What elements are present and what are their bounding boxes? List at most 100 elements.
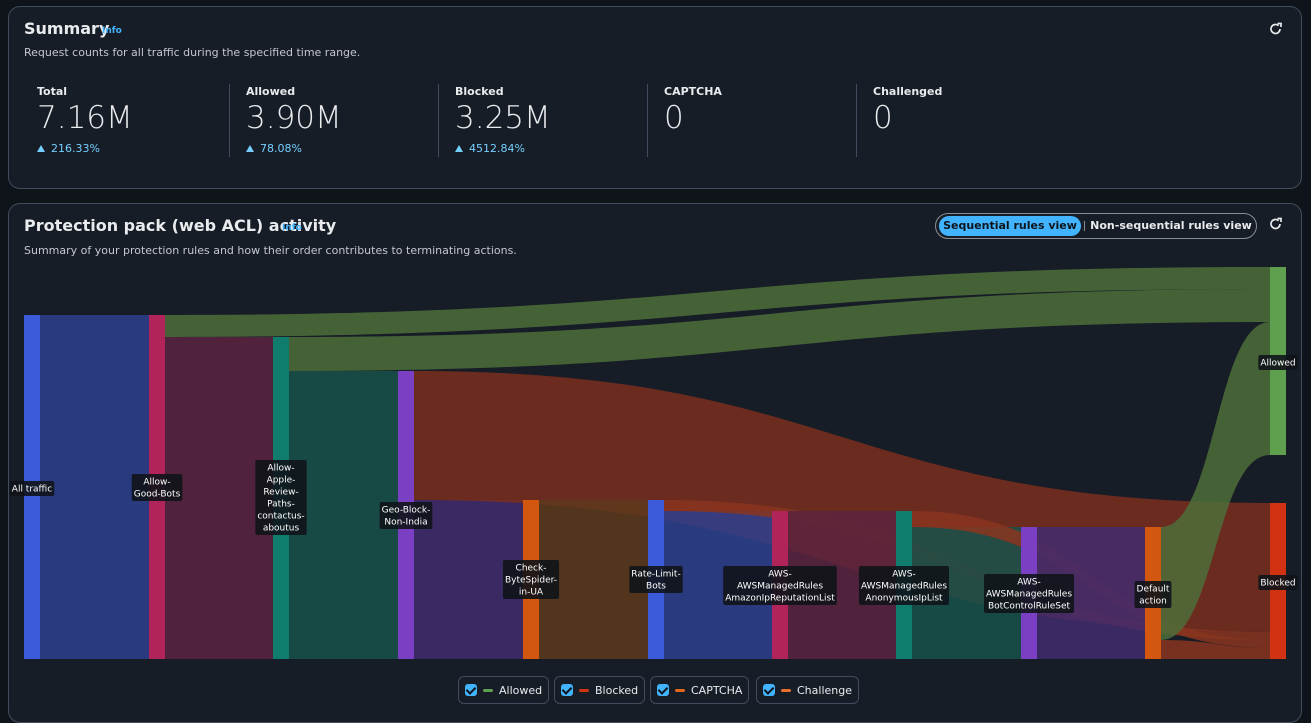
label-background — [255, 460, 307, 535]
node-label-line: AWS- — [892, 570, 916, 580]
sankey-flow — [40, 315, 149, 659]
view-button[interactable]: Non-sequential rules view — [1090, 219, 1252, 232]
view-button[interactable]: Sequential rules view — [939, 216, 1081, 236]
sankey-flow — [1161, 640, 1270, 659]
label-background — [858, 566, 950, 605]
legend-label: CAPTCHA — [691, 683, 743, 697]
legend-checkbox[interactable] — [465, 684, 477, 696]
node-label-line: Non-India — [384, 518, 427, 528]
refresh-button[interactable] — [1268, 216, 1284, 232]
sankey-flow — [664, 511, 772, 659]
info-link[interactable]: Info — [282, 223, 302, 233]
metric-divider — [856, 84, 857, 157]
sankey-flow — [912, 527, 1021, 659]
node-label: Geo-Block- Non-India — [379, 502, 433, 529]
node-label-line: Allow- — [267, 464, 294, 474]
metric-value: 3.90M — [246, 100, 342, 136]
legend-label: Challenge — [797, 683, 852, 697]
node-label: AWS- AWSManagedRules AmazonIpReputationLis… — [723, 566, 837, 605]
metric-divider — [229, 84, 230, 157]
metric-value: 0 — [873, 100, 893, 136]
node-label-line: AWS- — [768, 570, 792, 580]
node-label-line: ByteSpider- — [505, 576, 557, 586]
node-label-line: AWSManagedRules — [986, 590, 1072, 600]
node-label: Allow- Good-Bots — [131, 474, 183, 501]
label-background — [1258, 575, 1298, 590]
label-background — [983, 574, 1075, 613]
node-label: Rate-Limit- Bots — [629, 566, 683, 593]
metric-label: Blocked — [455, 85, 504, 98]
summary-panel: Summary Info Request counts for all traf… — [8, 6, 1302, 189]
node-label-line: action — [1139, 597, 1167, 607]
legend-item[interactable]: Challenge — [756, 676, 859, 704]
label-background — [723, 566, 837, 605]
metric-value: 7.16M — [37, 100, 133, 136]
node-label-line: All traffic — [12, 485, 52, 495]
node-label-line: Good-Bots — [134, 490, 181, 500]
legend-swatch — [781, 688, 791, 692]
sankey-flow — [289, 371, 398, 659]
metric-change: 216.33% — [37, 142, 100, 155]
node-label-line: AWSManagedRules — [737, 582, 823, 592]
legend-checkbox[interactable] — [657, 684, 669, 696]
node-label: Allowed — [1258, 355, 1298, 370]
node-label-line: Geo-Block- — [382, 506, 431, 516]
activity-title: Protection pack (web ACL) activity — [24, 216, 337, 235]
sankey-flow — [414, 500, 523, 659]
info-link[interactable]: Info — [102, 26, 122, 36]
node-label-line: Allowed — [1260, 359, 1295, 369]
metric-change: 4512.84% — [455, 142, 525, 155]
legend-checkbox[interactable] — [561, 684, 573, 696]
label-background — [629, 566, 683, 593]
legend-checkbox[interactable] — [763, 684, 775, 696]
sankey-flow — [1037, 527, 1145, 659]
node-label-line: AmazonIpReputationList — [725, 594, 835, 604]
node-label-line: Default — [1137, 585, 1170, 595]
node-label-line: aboutus — [263, 524, 300, 534]
summary-subtitle: Request counts for all traffic during th… — [24, 46, 361, 59]
legend-label: Allowed — [499, 683, 543, 697]
metric-label: Allowed — [246, 85, 296, 98]
node-label: Check- ByteSpider-in-UA — [502, 560, 560, 599]
change-value: 4512.84% — [469, 142, 525, 155]
node-label: All traffic — [9, 481, 55, 496]
node-label-line: Paths- — [267, 500, 295, 510]
node-label-line: Blocked — [1260, 579, 1295, 589]
legend-item[interactable]: CAPTCHA — [650, 676, 750, 704]
metric-value: 0 — [664, 100, 684, 136]
node-label-line: BotControlRuleSet — [988, 602, 1071, 612]
node-label: AWS- AWSManagedRules AnonymousIpList — [858, 566, 950, 605]
metric-value: 3.25M — [455, 100, 551, 136]
legend-item[interactable]: Allowed — [458, 676, 550, 704]
node-label: Blocked — [1258, 575, 1298, 590]
up-arrow — [455, 145, 463, 152]
sankey-diagram: All traffic Allow- Good-Bots Allow- Apple- Re… — [9, 267, 1298, 659]
sankey-flow — [165, 337, 273, 659]
sankey-flow — [788, 511, 896, 659]
sankey-flow — [289, 289, 1270, 371]
metric-label: Challenged — [873, 85, 943, 98]
summary-title: Summary — [24, 19, 110, 38]
sankey-flow — [1161, 322, 1270, 640]
label-background — [379, 502, 433, 529]
node-label-line: Allow- — [143, 478, 170, 488]
legend-label: Blocked — [595, 683, 639, 697]
legend-swatch — [675, 688, 685, 692]
node-label-line: in-UA — [519, 588, 544, 598]
sankey-flow — [539, 500, 648, 659]
node-label-line: Apple- — [267, 476, 296, 486]
legend-swatch — [579, 688, 589, 692]
node-label-line: Bots — [646, 582, 666, 592]
label-background — [9, 481, 55, 496]
metric-label: CAPTCHA — [664, 85, 722, 98]
node-label-line: Check- — [516, 564, 547, 574]
legend-item[interactable]: Blocked — [554, 676, 646, 704]
up-arrow — [37, 145, 45, 152]
node-label-line: Review- — [263, 488, 298, 498]
node-label: Default action — [1134, 581, 1172, 608]
node-label-line: AWS- — [1017, 578, 1041, 588]
toggle-separator — [1084, 221, 1085, 231]
sankey-flow — [165, 267, 1270, 337]
refresh-button[interactable] — [1268, 21, 1284, 37]
change-value: 78.08% — [260, 142, 302, 155]
